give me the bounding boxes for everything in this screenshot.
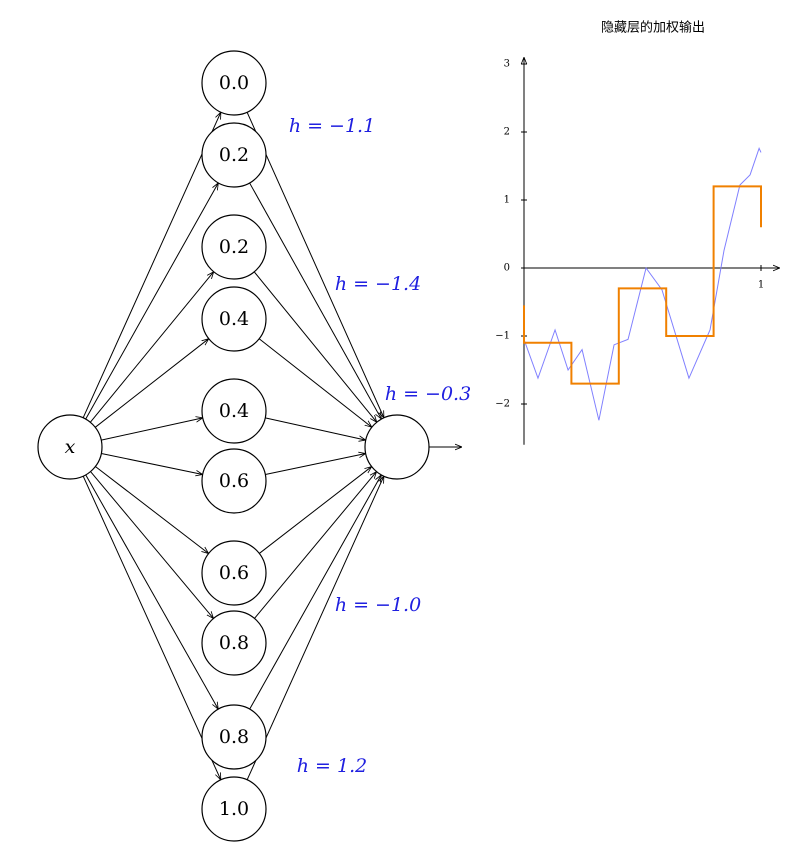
node [201, 286, 267, 352]
node [201, 50, 267, 116]
weight-label: h = 1.2 [297, 755, 367, 777]
edge [95, 466, 208, 553]
edge [90, 471, 214, 619]
node [201, 610, 267, 676]
node [201, 378, 267, 444]
edge [94, 339, 209, 428]
weight-label: h = −1.4 [335, 273, 421, 295]
node [201, 214, 267, 280]
edge [246, 112, 384, 418]
edge [249, 182, 382, 419]
node-label: 0.6 [219, 470, 249, 492]
edge [246, 476, 384, 781]
edge [85, 183, 219, 420]
edge [265, 454, 365, 475]
edge [85, 474, 218, 709]
node [201, 122, 267, 188]
series-line [523, 146, 762, 421]
edge [259, 467, 371, 554]
chart-title: 隐藏层的加权输出 [601, 20, 705, 36]
edge [265, 417, 366, 440]
series-line [523, 185, 762, 385]
edge [258, 338, 372, 427]
edge [82, 475, 221, 780]
edge [253, 271, 377, 422]
node [37, 414, 103, 480]
y-tick-label: 2 [504, 127, 510, 138]
node [201, 540, 267, 606]
node-label: 0.4 [219, 308, 249, 330]
node-label: 0.0 [219, 72, 249, 94]
weight-label: h = −1.0 [335, 594, 421, 616]
edge [89, 272, 213, 423]
x-tick-label: 1 [758, 280, 764, 291]
node [201, 704, 267, 770]
node-label: 0.8 [219, 632, 249, 654]
y-tick-label: −1 [495, 331, 510, 342]
y-tick-label: 3 [504, 59, 510, 70]
edge [249, 475, 382, 710]
node-label: 0.4 [219, 400, 249, 422]
node [201, 776, 267, 842]
edge [101, 453, 202, 474]
node [364, 414, 430, 480]
edge [82, 112, 221, 419]
y-tick-label: −2 [495, 399, 510, 410]
y-tick-label: 0 [504, 263, 510, 274]
node-label: x [65, 436, 76, 458]
edge [254, 472, 376, 619]
node-label: 1.0 [219, 798, 249, 820]
weight-label: h = −1.1 [289, 115, 375, 137]
node-label: 0.6 [219, 562, 249, 584]
node-label: 0.2 [219, 144, 249, 166]
node-label: 0.8 [219, 726, 249, 748]
node-label: 0.2 [219, 236, 249, 258]
y-tick-label: 1 [504, 195, 510, 206]
node [201, 448, 267, 514]
edge [101, 418, 202, 441]
weight-label: h = −0.3 [385, 383, 471, 405]
